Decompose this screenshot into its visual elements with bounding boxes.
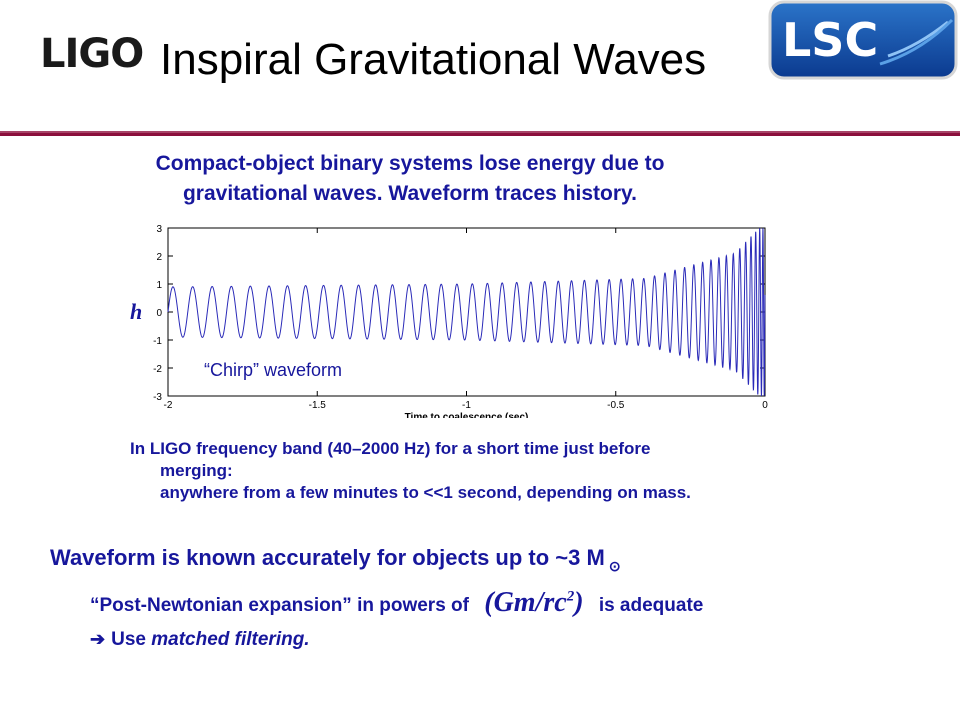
arrow-icon: ➔ — [90, 629, 106, 649]
known-text: Waveform is known accurately for objects… — [50, 545, 605, 570]
lsc-logo-text: LSC — [782, 13, 878, 67]
band-line-3: anywhere from a few minutes to <<1 secon… — [160, 483, 691, 502]
y-tick-label: -3 — [153, 392, 162, 403]
intro-line-2: gravitational waves. Waveform traces his… — [182, 182, 637, 205]
y-tick-label: 1 — [156, 280, 162, 291]
post-newtonian-text: “Post-Newtonian expansion” in powers of … — [90, 587, 703, 619]
x-tick-label: -0.5 — [607, 400, 625, 411]
y-tick-label: -2 — [153, 364, 162, 375]
x-axis-label: Time to coalescence (sec) — [405, 412, 529, 418]
y-tick-label: 0 — [156, 308, 162, 319]
x-tick-label: -1 — [462, 400, 471, 411]
y-tick-label: 3 — [156, 224, 162, 235]
pn-formula: (Gm/rc2) — [484, 587, 583, 618]
band-line-2: merging: — [160, 461, 233, 480]
mf-emph: matched filtering. — [151, 629, 310, 650]
matched-filtering-text: ➔ Use matched filtering. — [90, 629, 310, 651]
sun-symbol: ⊙ — [608, 558, 621, 574]
y-tick-label: 2 — [156, 252, 162, 263]
intro-line-1: Compact-object binary systems lose energ… — [155, 152, 665, 175]
chirp-annotation: “Chirp” waveform — [204, 360, 342, 380]
y-axis-label: h — [130, 299, 142, 324]
pn-pre: “Post-Newtonian expansion” in powers of — [90, 595, 469, 616]
chirp-waveform-line — [167, 227, 766, 397]
page-title: Inspiral Gravitational Waves — [160, 35, 707, 84]
frequency-band-text: In LIGO frequency band (40–2000 Hz) for … — [130, 438, 850, 504]
pn-formula-base: (Gm/rc — [484, 587, 567, 618]
intro-text: Compact-object binary systems lose energ… — [60, 149, 760, 209]
lsc-logo: LSC — [768, 0, 958, 80]
annotation-bg — [198, 356, 388, 382]
x-tick-label: -2 — [164, 400, 173, 411]
pn-formula-exp: 2 — [566, 588, 575, 605]
x-tick-label: 0 — [762, 400, 768, 411]
ligo-logo: LIGO — [40, 31, 144, 77]
pn-formula-close: ) — [574, 587, 584, 618]
waveform-known-text: Waveform is known accurately for objects… — [50, 545, 621, 574]
pn-post: is adequate — [598, 595, 704, 616]
band-line-1: In LIGO frequency band (40–2000 Hz) for … — [130, 439, 651, 458]
x-tick-label: -1.5 — [309, 400, 327, 411]
y-tick-label: -1 — [153, 336, 162, 347]
mf-pre: Use — [111, 629, 152, 650]
header-divider — [0, 131, 960, 136]
